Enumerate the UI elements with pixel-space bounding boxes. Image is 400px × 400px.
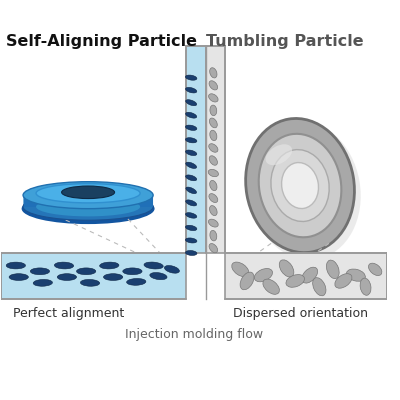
- Ellipse shape: [6, 262, 26, 269]
- Ellipse shape: [23, 188, 153, 216]
- Ellipse shape: [186, 187, 196, 194]
- Ellipse shape: [23, 193, 153, 220]
- Ellipse shape: [150, 272, 167, 280]
- Ellipse shape: [208, 94, 218, 102]
- Text: Perfect alignment: Perfect alignment: [13, 307, 124, 320]
- Ellipse shape: [104, 274, 123, 280]
- Ellipse shape: [209, 156, 218, 165]
- Ellipse shape: [209, 194, 218, 202]
- Ellipse shape: [186, 75, 197, 80]
- Ellipse shape: [346, 269, 365, 281]
- Ellipse shape: [209, 118, 217, 128]
- Ellipse shape: [302, 267, 318, 283]
- Text: Tumbling Particle: Tumbling Particle: [206, 34, 363, 49]
- Ellipse shape: [186, 200, 197, 206]
- Bar: [225, 253, 387, 299]
- Ellipse shape: [240, 272, 254, 290]
- Ellipse shape: [186, 88, 197, 93]
- Ellipse shape: [186, 213, 197, 218]
- Ellipse shape: [100, 262, 119, 269]
- Ellipse shape: [368, 263, 382, 276]
- Ellipse shape: [23, 186, 153, 214]
- Ellipse shape: [33, 280, 52, 286]
- Ellipse shape: [164, 266, 180, 273]
- Ellipse shape: [232, 262, 249, 277]
- Ellipse shape: [23, 186, 153, 212]
- Ellipse shape: [254, 268, 272, 282]
- Ellipse shape: [186, 150, 197, 156]
- Ellipse shape: [62, 186, 114, 198]
- Ellipse shape: [186, 250, 197, 256]
- Ellipse shape: [249, 121, 361, 260]
- Ellipse shape: [186, 175, 197, 181]
- Ellipse shape: [123, 268, 142, 275]
- Ellipse shape: [9, 274, 28, 280]
- Ellipse shape: [23, 183, 153, 210]
- Ellipse shape: [263, 279, 280, 294]
- Ellipse shape: [23, 182, 153, 209]
- Ellipse shape: [186, 100, 197, 106]
- Ellipse shape: [210, 180, 217, 191]
- Text: Injection molding flow: Injection molding flow: [125, 328, 263, 341]
- Ellipse shape: [282, 162, 318, 208]
- Ellipse shape: [313, 278, 326, 296]
- Ellipse shape: [210, 68, 217, 78]
- Bar: [206, 46, 225, 253]
- Ellipse shape: [326, 260, 339, 279]
- Polygon shape: [24, 197, 153, 207]
- Ellipse shape: [186, 138, 197, 143]
- Ellipse shape: [246, 118, 354, 253]
- Ellipse shape: [335, 274, 352, 288]
- Ellipse shape: [286, 274, 304, 287]
- Ellipse shape: [208, 169, 218, 177]
- Ellipse shape: [22, 193, 154, 224]
- Ellipse shape: [210, 206, 217, 216]
- Ellipse shape: [144, 262, 163, 269]
- Ellipse shape: [209, 81, 218, 90]
- Ellipse shape: [209, 244, 218, 253]
- Ellipse shape: [23, 190, 153, 216]
- Ellipse shape: [23, 193, 153, 220]
- Ellipse shape: [186, 112, 197, 118]
- Ellipse shape: [23, 191, 153, 218]
- Ellipse shape: [30, 268, 50, 275]
- Bar: [1, 253, 186, 299]
- Ellipse shape: [186, 162, 197, 168]
- Ellipse shape: [23, 188, 153, 214]
- Bar: [186, 46, 206, 253]
- Ellipse shape: [127, 278, 146, 285]
- Ellipse shape: [210, 230, 217, 241]
- Text: Dispersed orientation: Dispersed orientation: [233, 307, 368, 320]
- Ellipse shape: [186, 225, 197, 230]
- Ellipse shape: [210, 130, 217, 141]
- Ellipse shape: [210, 105, 217, 116]
- Ellipse shape: [36, 197, 140, 216]
- Ellipse shape: [57, 274, 76, 280]
- Ellipse shape: [186, 238, 197, 243]
- Ellipse shape: [23, 184, 153, 212]
- Ellipse shape: [279, 260, 294, 277]
- Polygon shape: [36, 195, 140, 203]
- Ellipse shape: [36, 184, 140, 203]
- Ellipse shape: [259, 134, 341, 237]
- Ellipse shape: [266, 144, 292, 165]
- Ellipse shape: [80, 280, 100, 286]
- Ellipse shape: [360, 278, 371, 295]
- Ellipse shape: [76, 268, 96, 275]
- Ellipse shape: [271, 150, 329, 222]
- Ellipse shape: [23, 184, 153, 210]
- Ellipse shape: [186, 125, 197, 130]
- Ellipse shape: [208, 219, 218, 227]
- Ellipse shape: [23, 192, 153, 219]
- Ellipse shape: [23, 190, 153, 217]
- Ellipse shape: [209, 144, 218, 152]
- Text: Self-Aligning Particle: Self-Aligning Particle: [6, 34, 197, 49]
- Ellipse shape: [54, 262, 74, 269]
